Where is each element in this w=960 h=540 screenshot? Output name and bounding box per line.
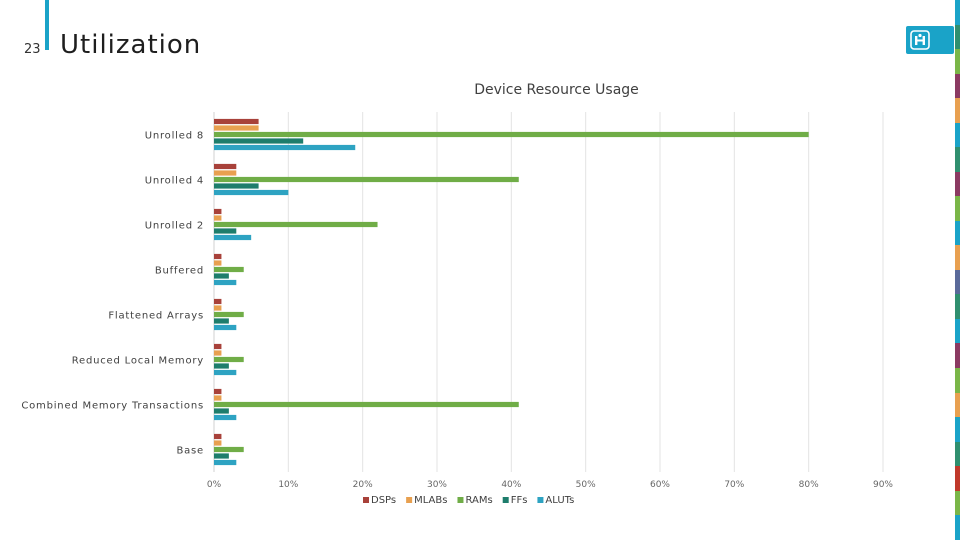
stripe-segment bbox=[955, 441, 960, 467]
bar-dsps bbox=[214, 388, 222, 395]
bar-aluts bbox=[214, 234, 252, 241]
bar-aluts bbox=[214, 144, 356, 151]
stripe-segment bbox=[955, 147, 960, 172]
x-tick-label: 0% bbox=[207, 480, 222, 490]
legend-swatch bbox=[537, 497, 544, 503]
bar-rams bbox=[214, 356, 244, 363]
bar-mlabs bbox=[214, 125, 259, 131]
bar-mlabs bbox=[214, 395, 222, 401]
bar-ffs bbox=[214, 228, 237, 234]
category-label: Combined Memory Transactions bbox=[21, 401, 204, 412]
x-tick-label: 90% bbox=[873, 480, 893, 490]
legend-label: DSPs bbox=[371, 495, 396, 506]
bar-rams bbox=[214, 221, 378, 228]
stripe-segment bbox=[955, 515, 960, 540]
page-title: Utilization bbox=[60, 30, 202, 60]
x-tick-label: 80% bbox=[799, 480, 819, 490]
legend-swatch bbox=[406, 497, 413, 503]
bar-dsps bbox=[214, 343, 222, 350]
bar-aluts bbox=[214, 189, 289, 196]
bar-rams bbox=[214, 446, 244, 453]
bar-rams bbox=[214, 401, 519, 408]
stripe-segment bbox=[955, 269, 960, 295]
stripe-segment bbox=[955, 171, 960, 197]
stripe-segment bbox=[955, 466, 960, 491]
legend-label: ALUTs bbox=[545, 495, 574, 506]
category-label: Reduced Local Memory bbox=[72, 356, 204, 367]
bar-ffs bbox=[214, 138, 304, 144]
legend-label: MLABs bbox=[414, 495, 447, 506]
x-tick-label: 70% bbox=[724, 480, 744, 490]
legend-swatch bbox=[502, 497, 509, 503]
bar-rams bbox=[214, 311, 244, 318]
x-tick-label: 10% bbox=[278, 480, 298, 490]
category-label: Unrolled 8 bbox=[145, 131, 204, 142]
category-label: Flattened Arrays bbox=[108, 311, 204, 322]
category-label: Unrolled 2 bbox=[145, 221, 204, 232]
stripe-segment bbox=[955, 392, 960, 418]
bar-rams bbox=[214, 131, 809, 138]
bar-aluts bbox=[214, 414, 237, 421]
bar-aluts bbox=[214, 324, 237, 331]
bar-aluts bbox=[214, 279, 237, 286]
stripe-segment bbox=[955, 98, 960, 123]
category-label: Buffered bbox=[155, 266, 204, 277]
bar-ffs bbox=[214, 363, 229, 369]
stripe-segment bbox=[955, 0, 960, 25]
bar-ffs bbox=[214, 318, 229, 324]
stripe-segment bbox=[955, 49, 960, 74]
bar-rams bbox=[214, 266, 244, 273]
x-tick-label: 60% bbox=[650, 480, 670, 490]
stripe-segment bbox=[955, 318, 960, 344]
stripe-segment bbox=[955, 24, 960, 50]
bar-dsps bbox=[214, 433, 222, 440]
slide-number: 23 bbox=[24, 42, 41, 57]
bar-mlabs bbox=[214, 440, 222, 446]
stripe-segment bbox=[955, 417, 960, 442]
bar-dsps bbox=[214, 208, 222, 215]
bar-mlabs bbox=[214, 305, 222, 311]
bar-ffs bbox=[214, 183, 259, 189]
bar-ffs bbox=[214, 408, 229, 414]
stripe-segment bbox=[955, 367, 960, 393]
bar-ffs bbox=[214, 453, 229, 459]
stripe-segment bbox=[955, 490, 960, 516]
bar-mlabs bbox=[214, 260, 222, 266]
bar-dsps bbox=[214, 163, 237, 170]
category-label: Base bbox=[176, 446, 204, 457]
x-tick-label: 30% bbox=[427, 480, 447, 490]
x-tick-label: 50% bbox=[576, 480, 596, 490]
x-tick-label: 40% bbox=[501, 480, 521, 490]
stripe-segment bbox=[955, 73, 960, 99]
bar-dsps bbox=[214, 118, 259, 125]
category-label: Unrolled 4 bbox=[145, 176, 204, 187]
legend-swatch bbox=[363, 497, 369, 503]
stripe-segment bbox=[955, 196, 960, 221]
bar-rams bbox=[214, 176, 519, 183]
stripe-segment bbox=[955, 122, 960, 148]
bar-mlabs bbox=[214, 170, 237, 176]
bar-aluts bbox=[214, 459, 237, 466]
bar-aluts bbox=[214, 369, 237, 376]
stripe-segment bbox=[955, 294, 960, 319]
bar-mlabs bbox=[214, 215, 222, 221]
bar-mlabs bbox=[214, 350, 222, 356]
legend-label: FFs bbox=[511, 495, 528, 506]
legend-swatch bbox=[457, 497, 464, 503]
stripe-segment bbox=[955, 220, 960, 246]
legend-label: RAMs bbox=[465, 495, 492, 506]
x-tick-label: 20% bbox=[353, 480, 373, 490]
stripe-segment bbox=[955, 343, 960, 368]
bar-dsps bbox=[214, 298, 222, 305]
decorative-stripe bbox=[955, 0, 960, 540]
chart-title: Device Resource Usage bbox=[474, 82, 639, 98]
bar-ffs bbox=[214, 273, 229, 279]
institution-logo-icon bbox=[906, 26, 954, 54]
bar-dsps bbox=[214, 253, 222, 260]
stripe-segment bbox=[955, 245, 960, 270]
title-accent-bar bbox=[45, 0, 49, 50]
